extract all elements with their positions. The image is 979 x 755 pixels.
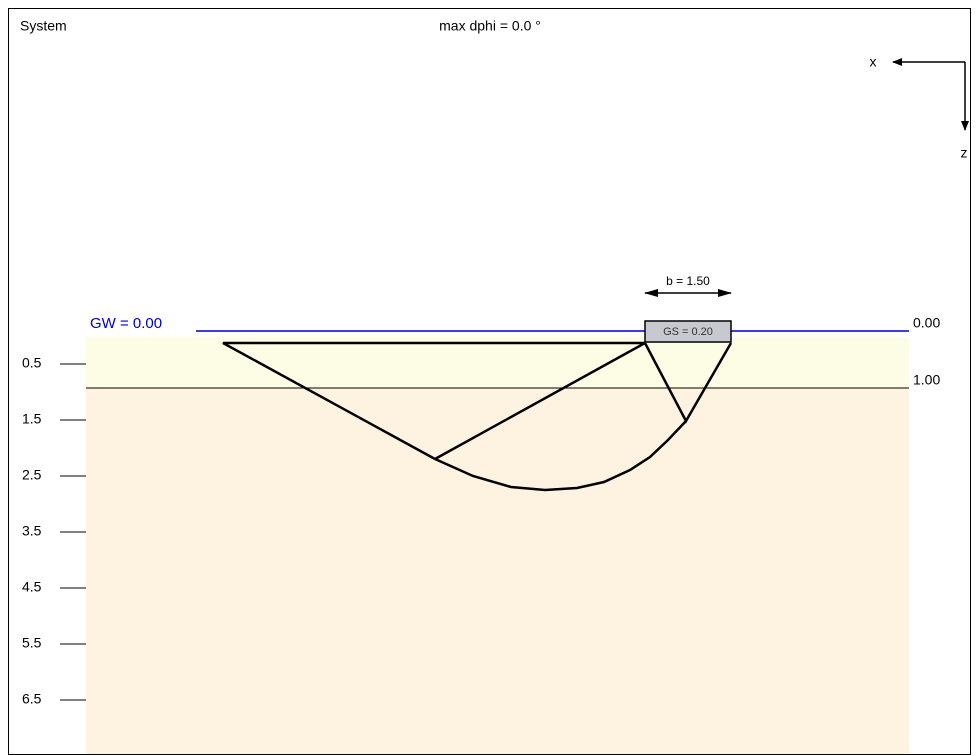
failure-mechanism	[222, 341, 733, 492]
title: System	[20, 18, 67, 34]
depth-label: 4.5	[22, 579, 42, 595]
depth-label: 5.5	[22, 635, 42, 651]
footing	[644, 320, 732, 343]
depth-label: 1.5	[22, 411, 42, 427]
depth-label: 0.5	[22, 355, 42, 371]
groundwater-label: GW = 0.00	[90, 315, 162, 332]
width-label: b = 1.50	[666, 274, 710, 288]
slip-curve	[434, 420, 687, 492]
passive-wedge	[222, 341, 646, 461]
layer-2	[86, 388, 909, 754]
depth-label: 2.5	[22, 467, 42, 483]
x-axis-label: x	[870, 54, 877, 70]
subtitle: max dphi = 0.0 °	[439, 18, 541, 34]
layer-label: 1.00	[913, 372, 940, 388]
layer-1	[86, 337, 909, 388]
z-axis-label: z	[961, 145, 968, 161]
depth-label: 6.5	[22, 691, 42, 707]
depth-label: 3.5	[22, 523, 42, 539]
layer-label: 0.00	[913, 315, 940, 331]
footing-label: GS = 0.20	[663, 326, 713, 338]
